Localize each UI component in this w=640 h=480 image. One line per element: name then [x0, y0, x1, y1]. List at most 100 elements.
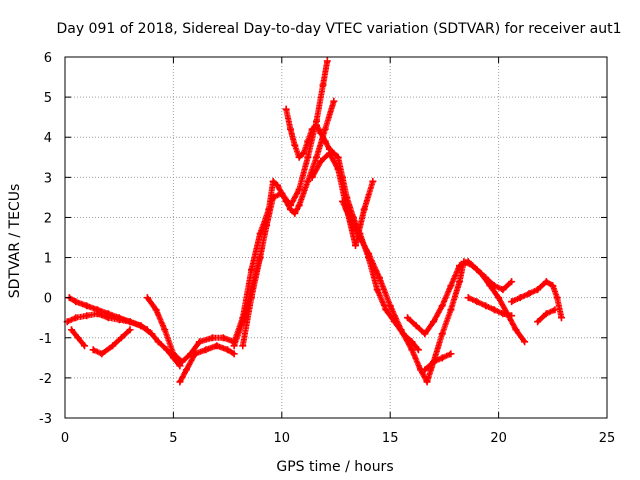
data-point	[447, 282, 455, 290]
data-point	[490, 282, 498, 290]
data-point	[304, 153, 312, 161]
data-point	[512, 326, 520, 334]
data-point	[382, 306, 390, 314]
data-point	[104, 314, 112, 322]
x-tick-label: 15	[382, 431, 399, 446]
y-axis-label: SDTVAR / TECUs	[7, 184, 23, 299]
series-track	[176, 342, 238, 386]
series-track	[89, 326, 134, 358]
series-track	[508, 278, 565, 322]
series-track	[308, 149, 377, 250]
data-point	[421, 366, 429, 374]
data-point	[115, 316, 123, 324]
data-point	[542, 310, 550, 318]
data-point	[239, 342, 247, 350]
data-point	[386, 302, 394, 310]
data-point	[534, 318, 542, 326]
data-point	[191, 350, 199, 358]
y-tick-label: 6	[44, 51, 52, 66]
data-point	[308, 125, 316, 133]
data-point	[464, 294, 472, 302]
data-point	[325, 149, 333, 157]
data-point	[239, 318, 247, 326]
data-point	[219, 334, 227, 342]
data-point	[89, 346, 97, 354]
data-point	[299, 149, 307, 157]
series-markers	[339, 198, 528, 385]
data-point	[169, 350, 177, 358]
data-point	[182, 366, 190, 374]
series-track	[63, 310, 151, 334]
data-point	[295, 185, 303, 193]
data-point	[109, 342, 117, 350]
data-point	[72, 298, 80, 306]
data-point	[482, 302, 490, 310]
data-point	[269, 177, 277, 185]
data-point	[304, 137, 312, 145]
data-point	[137, 322, 145, 330]
data-point	[423, 378, 431, 386]
data-point	[83, 312, 91, 320]
data-point	[321, 137, 329, 145]
data-point	[508, 278, 516, 286]
data-point	[117, 334, 125, 342]
data-point	[312, 121, 320, 129]
data-point	[508, 298, 516, 306]
data-point	[404, 314, 412, 322]
series-track	[239, 254, 264, 350]
y-tick-label: 5	[44, 91, 52, 106]
data-point	[263, 221, 271, 229]
data-point	[330, 97, 338, 105]
data-point	[224, 346, 232, 354]
data-point	[347, 217, 355, 225]
y-tick-label: -1	[39, 332, 52, 347]
data-point	[447, 350, 455, 358]
data-point	[421, 330, 429, 338]
data-point	[438, 302, 446, 310]
data-point	[352, 242, 360, 250]
data-point	[369, 177, 377, 185]
data-point	[473, 266, 481, 274]
series-track	[534, 306, 559, 326]
data-point	[438, 330, 446, 338]
data-point	[356, 234, 364, 241]
data-point	[247, 266, 255, 274]
data-point	[499, 310, 507, 318]
data-point	[178, 358, 186, 366]
data-point	[430, 358, 438, 366]
data-point	[161, 326, 169, 334]
data-point	[447, 306, 455, 314]
x-tick-label: 0	[61, 431, 69, 446]
data-point	[464, 258, 472, 266]
data-point	[473, 298, 481, 306]
data-point	[278, 189, 286, 197]
series-track	[421, 350, 455, 374]
data-point	[148, 330, 156, 338]
data-point	[230, 342, 238, 350]
data-point	[430, 318, 438, 326]
data-point	[456, 262, 464, 270]
data-point	[339, 197, 347, 205]
data-point	[551, 306, 559, 314]
data-point	[319, 81, 327, 89]
y-tick-label: 2	[44, 211, 52, 226]
data-point	[126, 326, 134, 334]
data-point	[323, 57, 331, 65]
series-markers	[90, 326, 134, 357]
data-point	[317, 157, 325, 165]
x-tick-label: 25	[599, 431, 616, 446]
data-point	[81, 342, 89, 350]
chart-title: Day 091 of 2018, Sidereal Day-to-day VTE…	[56, 21, 621, 37]
series-track	[339, 197, 529, 386]
series-track	[404, 258, 516, 338]
data-point	[456, 278, 464, 286]
series-markers	[465, 294, 515, 319]
data-point	[321, 125, 329, 133]
data-point	[508, 312, 516, 320]
data-point	[83, 302, 91, 310]
data-point	[269, 193, 277, 201]
data-point	[286, 201, 294, 209]
data-point	[304, 177, 312, 185]
data-point	[247, 294, 255, 302]
